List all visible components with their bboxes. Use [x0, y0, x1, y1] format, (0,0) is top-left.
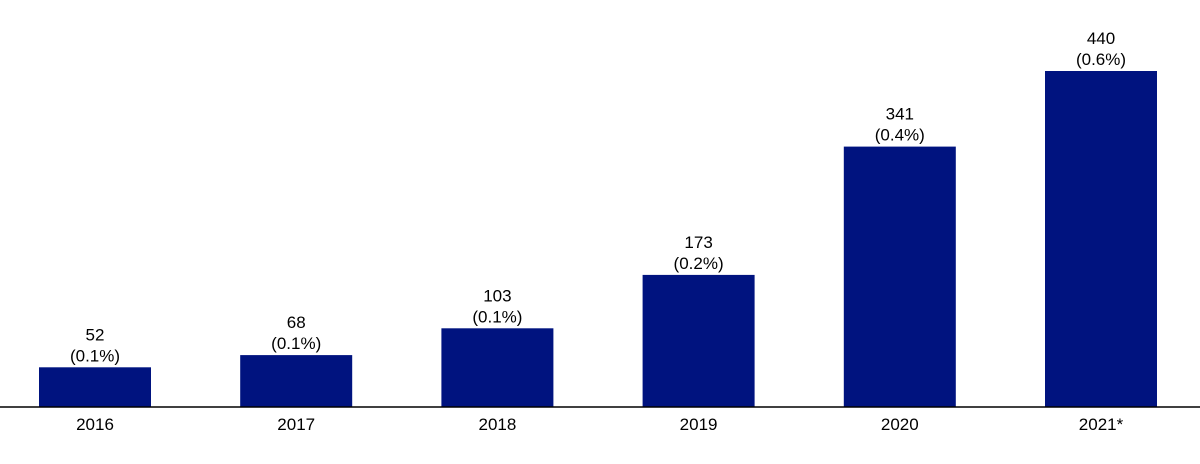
bar-2019: [642, 274, 755, 407]
bar-percent-label: (0.1%): [70, 346, 120, 365]
bar-value-label: 341: [886, 105, 914, 124]
bar-2018: [441, 328, 554, 407]
bar-value-label: 440: [1087, 29, 1115, 48]
bar-value-label: 173: [684, 233, 712, 252]
x-tick-label: 2018: [478, 415, 516, 434]
bar-percent-label: (0.1%): [271, 334, 321, 353]
x-tick-label: 2017: [277, 415, 315, 434]
bar-2016: [39, 367, 151, 407]
bar-2020: [843, 146, 956, 407]
bar-value-label: 52: [86, 325, 105, 344]
bars-group: [39, 71, 1157, 407]
x-tick-label: 2016: [76, 415, 114, 434]
bar-percent-label: (0.1%): [472, 307, 522, 326]
bar-percent-label: (0.4%): [875, 126, 925, 145]
bar-percent-label: (0.6%): [1076, 50, 1126, 69]
bar-value-label: 103: [483, 286, 511, 305]
x-tick-label: 2020: [881, 415, 919, 434]
bar-2021star: [1045, 71, 1157, 407]
x-tick-label: 2021*: [1079, 415, 1124, 434]
bar-2017: [240, 355, 353, 407]
value-labels-group: 52 (0.1%) 68 (0.1%) 103 (0.1%) 173 (0.2%) 341 (0.…: [70, 29, 1126, 365]
bar-percent-label: (0.2%): [674, 254, 724, 273]
x-tick-labels-group: 2016 2017 2018 2019 2020 2021*: [76, 415, 1124, 434]
bar-value-label: 68: [287, 313, 306, 332]
x-tick-label: 2019: [680, 415, 718, 434]
